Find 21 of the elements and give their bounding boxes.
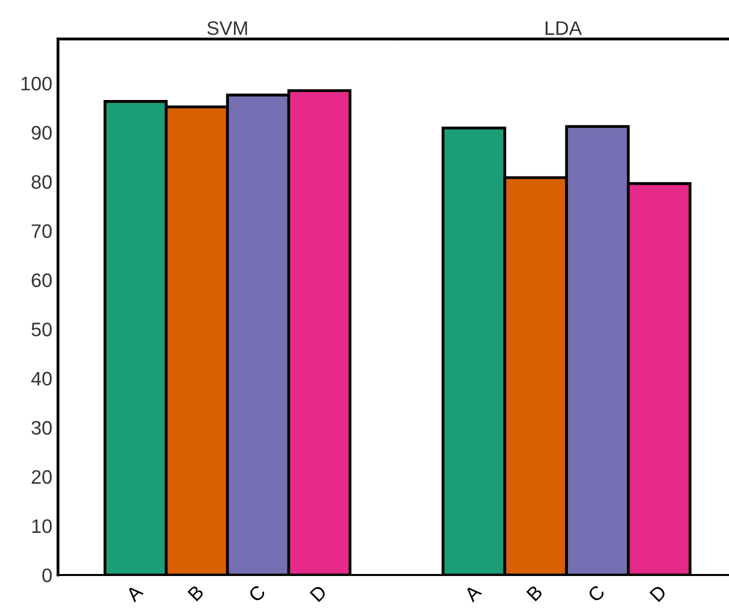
x-tick-label: C — [248, 584, 266, 603]
y-tick-label: 70 — [32, 224, 52, 238]
y-tick-label: 0 — [42, 568, 52, 582]
chart-title: SVM — [207, 21, 247, 36]
y-tick-label: 90 — [32, 126, 52, 140]
y-tick-label: 20 — [32, 470, 52, 484]
y-tick-label: 30 — [32, 420, 52, 435]
chart-title: LDA — [546, 21, 582, 35]
y-tick-label: 40 — [31, 372, 52, 386]
x-tick-label: A — [463, 584, 482, 602]
y-tick-label: 60 — [32, 273, 52, 288]
x-tick-label: C — [587, 584, 606, 603]
y-tick-label: 80 — [32, 175, 52, 189]
x-tick-label: D — [649, 584, 668, 602]
y-tick-label: 100 — [21, 76, 52, 90]
x-tick-label: B — [526, 584, 544, 602]
y-tick-label: 10 — [32, 519, 52, 534]
x-tick-label: B — [188, 584, 204, 602]
x-tick-label: D — [310, 584, 328, 602]
y-tick-label: 50 — [32, 322, 52, 336]
x-tick-label: A — [125, 584, 144, 602]
